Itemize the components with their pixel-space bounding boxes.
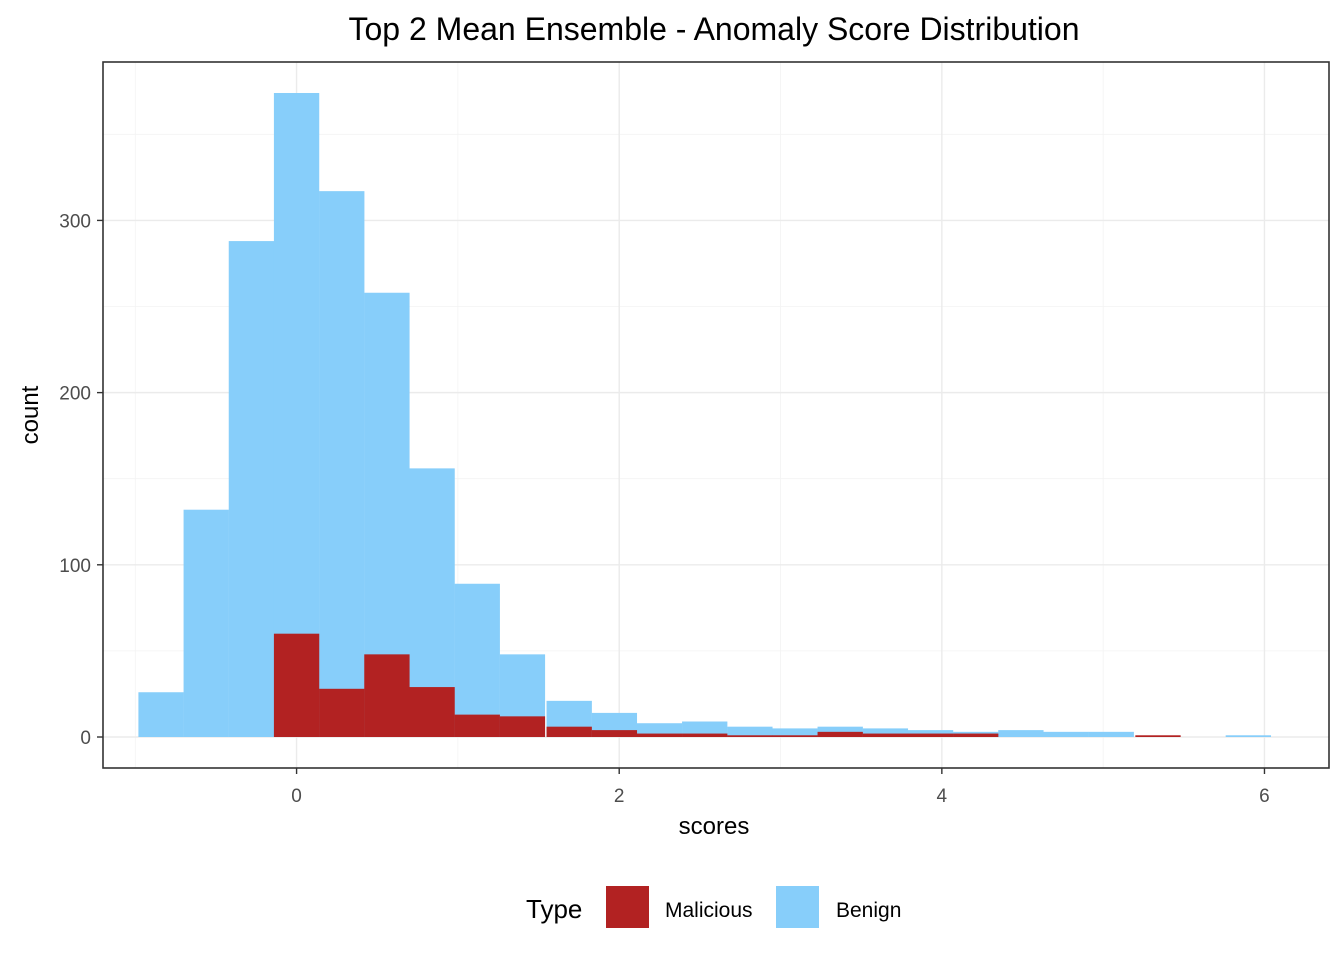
bar-malicious [636, 733, 683, 738]
y-tick-label: 300 [59, 211, 91, 232]
bar-benign [998, 730, 1044, 738]
bar-malicious [1135, 735, 1181, 738]
bar-malicious [499, 716, 546, 738]
bar-malicious [409, 687, 455, 738]
y-tick-label: 100 [59, 556, 91, 577]
panel-border [102, 61, 1330, 769]
bar-benign [138, 692, 184, 738]
bar-malicious [817, 731, 863, 738]
y-axis-title: count [17, 385, 44, 444]
x-axis-title: scores [679, 813, 750, 840]
legend-swatch-malicious [606, 886, 649, 928]
bar-benign [772, 728, 818, 738]
axes-layer: 0 2 4 6 0 100 200 300 [59, 211, 1269, 807]
legend-swatch-benign [776, 886, 819, 928]
bar-benign [817, 726, 863, 738]
bar-benign [228, 241, 275, 738]
bar-benign [727, 726, 773, 738]
bar-benign [1043, 731, 1089, 738]
legend-label-benign: Benign [836, 899, 901, 922]
bar-benign [273, 92, 320, 738]
bar-benign [454, 583, 500, 738]
bar-malicious [772, 735, 818, 738]
bar-benign [862, 728, 909, 738]
bar-malicious [319, 688, 365, 738]
chart-title: Top 2 Mean Ensemble - Anomaly Score Dist… [348, 11, 1079, 47]
bar-malicious [727, 735, 773, 738]
x-tick-label: 6 [1259, 786, 1270, 807]
bars-layer [138, 92, 1272, 738]
x-tick-label: 0 [291, 786, 302, 807]
legend: Type Malicious Benign [526, 886, 901, 928]
bar-malicious [273, 633, 320, 738]
bar-malicious [953, 733, 999, 738]
x-tick-label: 2 [614, 786, 625, 807]
bar-malicious [546, 726, 592, 738]
bar-benign [1225, 735, 1272, 738]
y-tick-label: 200 [59, 384, 91, 405]
bar-malicious [364, 654, 410, 738]
bar-malicious [454, 714, 500, 738]
bar-malicious [682, 733, 728, 738]
bar-benign [682, 721, 728, 738]
x-tick-label: 4 [937, 786, 948, 807]
bar-malicious [907, 733, 954, 738]
bar-malicious [862, 733, 909, 738]
bar-benign [183, 509, 229, 738]
bar-benign [319, 191, 365, 738]
legend-title: Type [526, 894, 582, 924]
bar-malicious [591, 730, 638, 738]
legend-label-malicious: Malicious [665, 899, 753, 922]
y-tick-label: 0 [80, 728, 91, 749]
bar-benign [1088, 731, 1134, 738]
